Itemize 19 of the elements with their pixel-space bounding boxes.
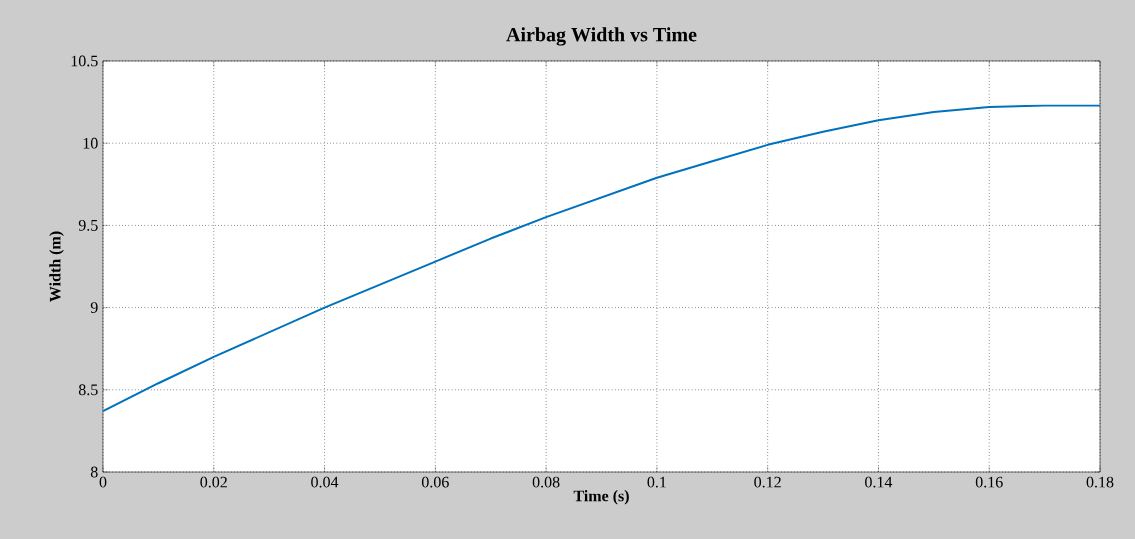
x-tick-label: 0.08	[532, 476, 560, 488]
x-tick-label: 0.1	[647, 476, 666, 488]
x-tick-label: 0.04	[311, 476, 339, 488]
x-tick-label: 0.06	[421, 476, 449, 488]
x-tick-label: 0.16	[975, 476, 1003, 488]
x-tick-label: 0.18	[1086, 476, 1114, 488]
y-tick-label: 8	[90, 466, 98, 478]
y-tick-label: 9	[90, 302, 98, 313]
x-axis-title: Time (s)	[573, 490, 629, 505]
y-tick-label: 9.5	[78, 219, 98, 231]
x-tick-label: 0.14	[865, 476, 893, 488]
x-tick-label: 0.02	[200, 476, 227, 488]
y-axis-title: Width (m)	[49, 231, 64, 302]
x-tick-label: 0.12	[754, 476, 781, 488]
y-tick-label: 10.5	[71, 55, 98, 67]
chart-title: Airbag Width vs Time	[506, 27, 697, 46]
y-tick-label: 8.5	[78, 384, 98, 396]
y-tick-label: 10	[83, 137, 98, 149]
x-tick-label: 0	[99, 476, 107, 488]
